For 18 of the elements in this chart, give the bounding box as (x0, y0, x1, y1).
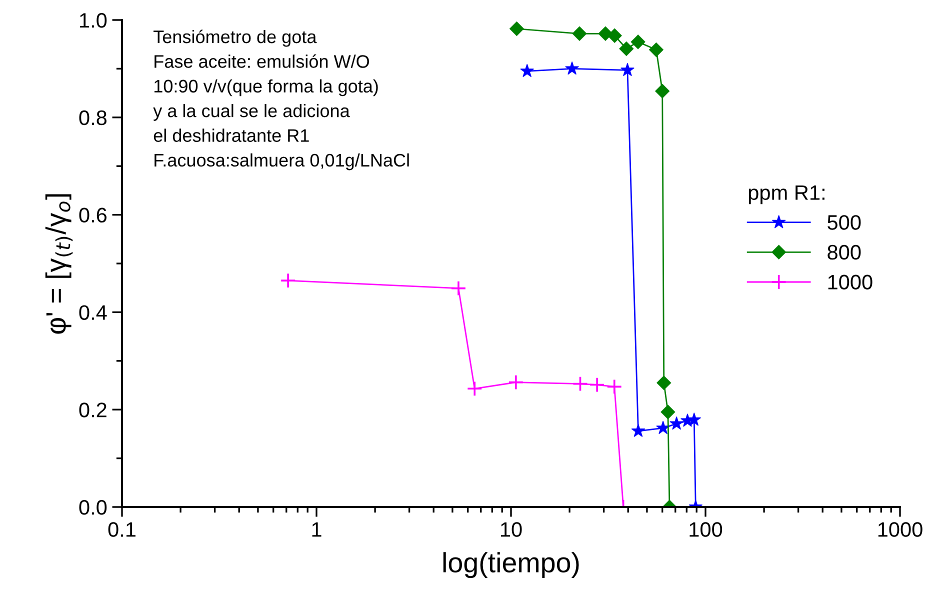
y-tick-label: 0.4 (79, 305, 107, 320)
y-tick-label: 1.0 (80, 13, 107, 28)
y-tick-label: 0.2 (79, 402, 106, 418)
y-tick-label: 0.8 (79, 110, 107, 126)
y-axis-title: φ' = [γ$_{(t)}$/γ$_{o}$] (45, 194, 73, 334)
legend-label: 800 (828, 244, 861, 260)
legend-title: ppm R1: (748, 185, 824, 204)
x-tick-label: 1 (312, 522, 322, 537)
legend-label: 500 (828, 215, 861, 230)
x-tick-label: 0.1 (108, 522, 136, 537)
x-axis-title: log(tiempo) (443, 552, 579, 578)
annotation: Tensiómetro de gota Fase aceite: emulsión W/O 10:90 v/v(que forma la gota) y a la cual se le adiciona el deshidratante R1 F.acuosa:salmuera 0,01g/LNaCl (153, 30, 409, 170)
x-tick-label: 100 (690, 522, 722, 537)
y-tick-label: 0.0 (79, 500, 107, 515)
x-tick-label: 10 (501, 522, 522, 537)
x-tick-label: 1000 (878, 522, 922, 537)
y-tick-label: 0.6 (79, 208, 107, 223)
legend-label: 1000 (828, 274, 872, 290)
